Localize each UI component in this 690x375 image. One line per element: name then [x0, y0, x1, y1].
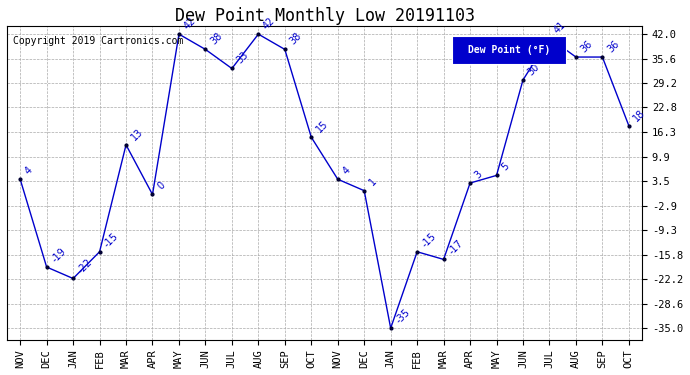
Text: -22: -22 — [76, 257, 95, 276]
Text: 38: 38 — [208, 31, 224, 46]
Text: 36: 36 — [579, 39, 594, 54]
Text: 18: 18 — [631, 107, 647, 123]
Text: -19: -19 — [50, 246, 68, 264]
Text: 36: 36 — [605, 39, 621, 54]
Title: Dew Point Monthly Low 20191103: Dew Point Monthly Low 20191103 — [175, 7, 475, 25]
Text: -17: -17 — [446, 238, 464, 256]
Text: 5: 5 — [500, 161, 511, 172]
Text: 41: 41 — [552, 20, 568, 35]
Text: 30: 30 — [526, 62, 542, 77]
Text: 4: 4 — [341, 165, 352, 177]
Text: 0: 0 — [155, 180, 167, 192]
Text: -15: -15 — [420, 231, 438, 249]
Text: 4: 4 — [23, 165, 34, 177]
Text: 38: 38 — [288, 31, 304, 46]
Text: Copyright 2019 Cartronics.com: Copyright 2019 Cartronics.com — [13, 36, 184, 46]
Text: 3: 3 — [473, 169, 484, 180]
Text: 42: 42 — [261, 15, 277, 32]
Text: 42: 42 — [181, 15, 197, 32]
Text: 15: 15 — [314, 118, 330, 135]
Text: -35: -35 — [393, 307, 412, 326]
Text: 33: 33 — [235, 50, 250, 66]
Text: -15: -15 — [102, 231, 121, 249]
Text: 13: 13 — [129, 126, 144, 142]
Text: 1: 1 — [367, 177, 378, 188]
